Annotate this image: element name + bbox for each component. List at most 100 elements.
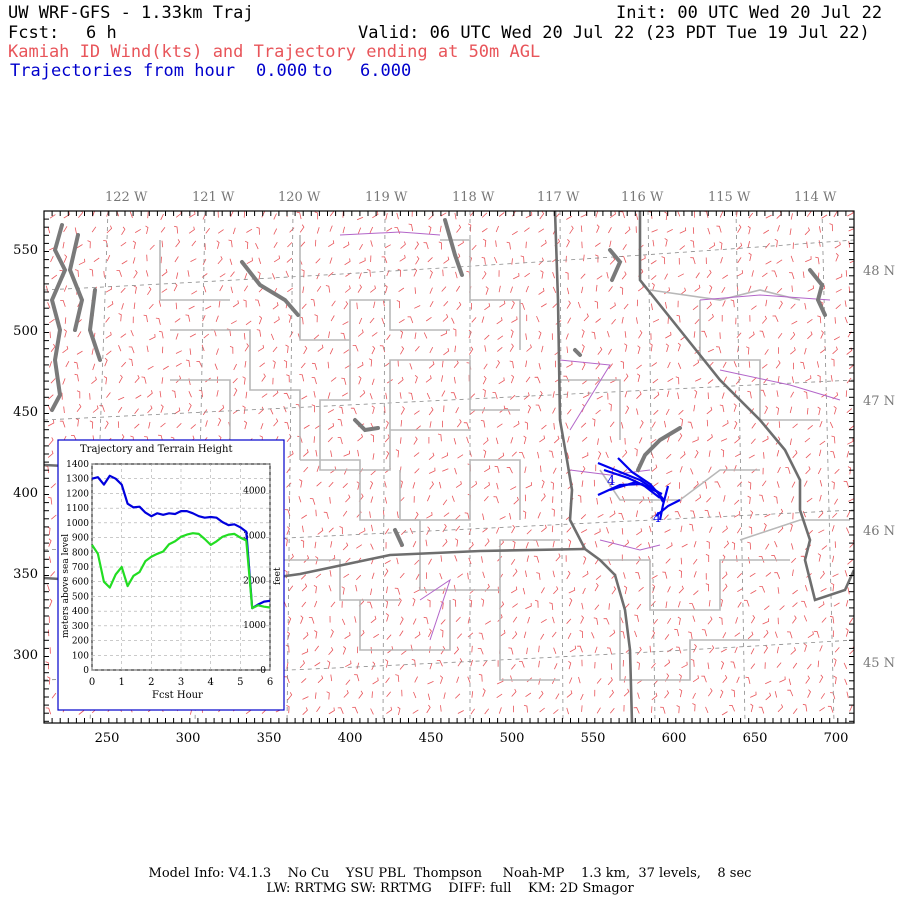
wind-barb (344, 285, 351, 293)
wind-barb (232, 227, 236, 235)
wind-barb (496, 527, 500, 534)
wind-barb (552, 286, 557, 293)
wind-barb (763, 229, 770, 234)
wind-barb (189, 333, 196, 338)
wind-barb (386, 706, 393, 714)
wind-barb (819, 449, 822, 457)
wind-barb (326, 691, 330, 700)
wind-barb (819, 707, 825, 712)
wind-barb (423, 332, 428, 339)
wind-barb (443, 512, 450, 517)
wind-barb (679, 245, 686, 251)
wind-barb (323, 511, 329, 519)
wind-barb (49, 318, 55, 324)
wind-barb (511, 316, 518, 323)
wind-barb (471, 480, 478, 489)
wind-barb (482, 212, 488, 218)
wind-barb (526, 555, 529, 562)
wind-barb (844, 300, 847, 307)
wind-barb (760, 389, 766, 397)
wind-barb (187, 402, 192, 412)
wind-barb (245, 320, 252, 326)
inset-y-tick-labels: 0 100 200 300 400 500 600 700 800 900 1000 1100 1200… (66, 460, 89, 676)
wind-barb (806, 497, 813, 503)
wind-barb (736, 242, 743, 251)
wind-barb (583, 313, 589, 322)
wind-barb (400, 346, 405, 355)
wind-barb (651, 630, 656, 639)
wind-barb (345, 494, 351, 503)
wind-barb (498, 707, 502, 714)
wind-barb (121, 260, 128, 265)
wind-barb (357, 227, 362, 234)
wind-barb (821, 214, 828, 219)
wind-barb (595, 284, 598, 292)
wind-barb (681, 543, 688, 548)
wind-barb (216, 390, 219, 397)
wind-barb (370, 496, 374, 503)
wind-barb (789, 406, 793, 414)
wind-barb (218, 404, 225, 413)
wind-barb (667, 361, 671, 369)
wind-barb (721, 286, 726, 294)
wind-barb (426, 526, 431, 535)
wind-barb (74, 269, 79, 277)
wind-barb (51, 274, 58, 280)
wind-barb (484, 538, 490, 547)
wind-barb (481, 316, 485, 323)
wind-barb (399, 479, 403, 489)
wind-barb (482, 527, 488, 533)
wind-barb (314, 645, 320, 652)
wind-barb (299, 374, 305, 382)
wind-barb (566, 215, 573, 220)
wind-barb (723, 376, 727, 383)
inset-y-tick-label: 400 (72, 607, 89, 617)
wind-barb (765, 680, 772, 685)
wind-barb (747, 495, 751, 504)
wind-barb (580, 273, 586, 279)
wind-barb (215, 315, 219, 322)
wind-barb (106, 392, 111, 398)
wind-barb (705, 554, 710, 562)
wind-barb (831, 358, 835, 367)
wind-barb (328, 527, 334, 533)
wind-barb (467, 572, 469, 580)
wind-barb (105, 316, 110, 323)
wind-barb (314, 662, 321, 667)
wind-barb (708, 242, 716, 250)
wind-barb (577, 301, 581, 309)
wind-barb (609, 510, 616, 518)
wind-barb (148, 303, 154, 310)
wind-barb (145, 270, 149, 277)
wind-barb (400, 437, 402, 444)
wind-barb (134, 228, 142, 233)
wind-barb (314, 541, 317, 549)
wind-barb (76, 390, 81, 399)
wind-barb (466, 436, 469, 444)
wind-barb (103, 240, 109, 248)
wind-barb (664, 690, 670, 699)
wind-barb (273, 316, 280, 324)
wind-barb (147, 405, 153, 414)
wind-barb (47, 419, 55, 427)
wind-barb (175, 375, 182, 384)
wind-barb (650, 438, 657, 444)
wind-barb (244, 273, 248, 280)
wind-barb (269, 408, 274, 415)
wind-barb (399, 664, 405, 670)
wind-barb (452, 328, 457, 337)
wind-barb (583, 556, 587, 565)
wind-barb (481, 257, 486, 265)
wind-barb (440, 629, 444, 638)
wind-barb (834, 498, 839, 505)
wind-barb (426, 704, 431, 714)
wind-barb (118, 345, 122, 352)
wind-barb (552, 570, 555, 578)
wind-barb (609, 211, 616, 219)
wind-barb (425, 316, 432, 322)
wind-barb (596, 497, 598, 505)
wind-barb (553, 423, 555, 430)
wind-barb (552, 302, 558, 308)
wind-barb (554, 663, 558, 670)
wind-barb (776, 390, 779, 397)
